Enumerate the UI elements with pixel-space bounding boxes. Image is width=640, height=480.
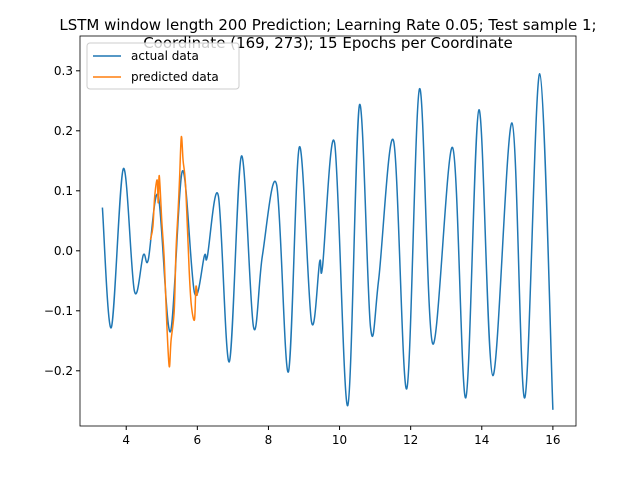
legend-label: predicted data [131, 70, 219, 84]
chart-title: LSTM window length 200 Prediction; Learn… [59, 16, 597, 52]
y-tick-label: 0.3 [54, 64, 73, 78]
legend-label: actual data [131, 49, 199, 63]
x-tick-label: 12 [403, 433, 418, 447]
y-tick-label: 0.2 [54, 124, 73, 138]
plot-frame [79, 35, 577, 427]
x-tick-label: 4 [122, 433, 130, 447]
x-tick-label: 16 [545, 433, 560, 447]
x-tick-label: 6 [194, 433, 202, 447]
y-tick-label: 0.1 [54, 184, 73, 198]
y-tick-label: −0.1 [44, 304, 73, 318]
series-line [149, 135, 199, 368]
series-line [101, 73, 554, 410]
x-tick-label: 10 [332, 433, 347, 447]
legend-box [86, 42, 240, 90]
y-tick-label: −0.2 [44, 364, 73, 378]
x-tick-label: 8 [265, 433, 273, 447]
y-tick-label: 0.0 [54, 244, 73, 258]
x-tick-label: 14 [474, 433, 489, 447]
